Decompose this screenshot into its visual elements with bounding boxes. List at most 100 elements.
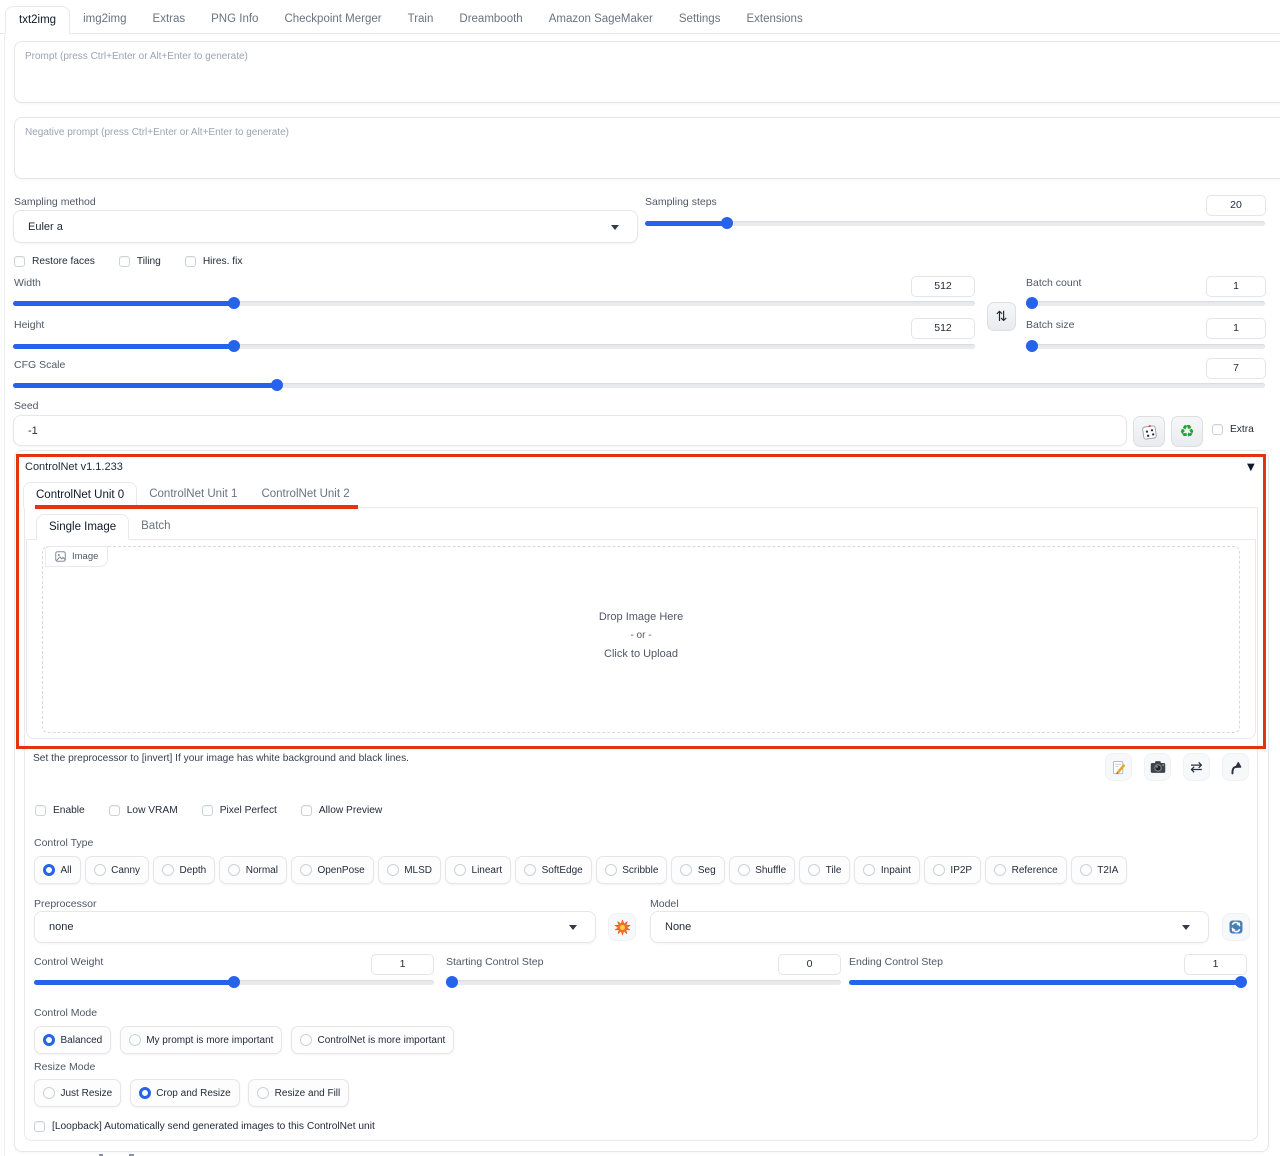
tab-img2img[interactable]: img2img xyxy=(83,13,127,25)
extra-seed-checkbox[interactable]: Extra xyxy=(1212,424,1254,435)
control-type-all[interactable]: All xyxy=(34,856,81,884)
accordion-collapse-icon[interactable]: ▼ xyxy=(1247,462,1255,473)
radio-reference[interactable] xyxy=(994,864,1007,876)
radio-balanced[interactable] xyxy=(43,1034,55,1046)
batch-count-input[interactable]: 1 xyxy=(1206,276,1266,297)
cfg-scale-input[interactable]: 7 xyxy=(1206,358,1266,379)
radio-normal[interactable] xyxy=(228,864,241,876)
seed-input[interactable]: -1 xyxy=(13,415,1127,446)
ending-control-step-input[interactable]: 1 xyxy=(1184,954,1247,975)
radio-shuffle[interactable] xyxy=(737,864,750,876)
random-seed-button[interactable] xyxy=(1133,416,1165,447)
tab-png-info[interactable]: PNG Info xyxy=(211,13,259,25)
resize-mode-crop-and-resize[interactable]: Crop and Resize xyxy=(129,1079,240,1107)
radio-mlsd[interactable] xyxy=(386,864,399,876)
hires-fix-checkbox[interactable]: Hires. fix xyxy=(184,255,242,267)
control-weight-slider[interactable] xyxy=(34,976,434,988)
tab-single-image[interactable]: Single Image xyxy=(36,514,130,540)
allow-preview-box[interactable] xyxy=(300,804,312,816)
sampling-steps-input[interactable]: 20 xyxy=(1206,195,1266,216)
control-type-seg[interactable]: Seg xyxy=(671,856,725,884)
height-input[interactable]: 512 xyxy=(911,318,975,339)
tab-extras[interactable]: Extras xyxy=(152,13,186,25)
tab-batch[interactable]: Batch xyxy=(141,520,171,532)
radio-softedge[interactable] xyxy=(524,864,537,876)
restore-faces-checkbox[interactable]: Restore faces xyxy=(14,255,95,267)
control-mode-controlnet-important[interactable]: ControlNet is more important xyxy=(290,1026,455,1054)
radio-just-resize[interactable] xyxy=(43,1087,55,1099)
webcam-button[interactable] xyxy=(1144,753,1171,781)
control-type-ip2p[interactable]: IP2P xyxy=(923,856,982,884)
swap-dimensions-button[interactable]: ⇅ xyxy=(987,302,1016,331)
dropzone-text[interactable]: Drop Image Here - or - Click to Upload xyxy=(42,608,1240,663)
control-type-reference[interactable]: Reference xyxy=(985,856,1067,884)
control-type-canny[interactable]: Canny xyxy=(84,856,150,884)
control-weight-input[interactable]: 1 xyxy=(371,954,434,975)
extra-seed-box[interactable] xyxy=(1212,424,1223,435)
enable-checkbox[interactable]: Enable xyxy=(35,804,85,816)
allow-preview-checkbox[interactable]: Allow Preview xyxy=(300,804,382,816)
control-type-inpaint[interactable]: Inpaint xyxy=(854,856,920,884)
control-type-t2ia[interactable]: T2IA xyxy=(1070,856,1128,884)
control-mode-balanced[interactable]: Balanced xyxy=(34,1026,112,1054)
radio-canny[interactable] xyxy=(93,864,106,876)
tab-txt2img[interactable]: txt2img xyxy=(5,6,71,34)
radio-openpose[interactable] xyxy=(299,864,312,876)
width-input[interactable]: 512 xyxy=(911,276,975,297)
control-type-scribble[interactable]: Scribble xyxy=(595,856,668,884)
run-preprocessor-button[interactable] xyxy=(608,913,636,941)
cfg-scale-slider[interactable] xyxy=(13,379,1265,391)
resize-mode-just-resize[interactable]: Just Resize xyxy=(34,1079,122,1107)
restore-faces-box[interactable] xyxy=(14,255,25,267)
pixel-perfect-box[interactable] xyxy=(201,804,213,816)
enable-box[interactable] xyxy=(35,804,46,816)
loopback-box[interactable] xyxy=(34,1121,45,1132)
control-type-mlsd[interactable]: MLSD xyxy=(377,856,442,884)
sampling-method-select[interactable]: Euler a xyxy=(13,210,638,243)
radio-tile[interactable] xyxy=(808,864,821,876)
width-slider[interactable] xyxy=(13,297,975,309)
tab-controlnet-unit-2[interactable]: ControlNet Unit 2 xyxy=(261,488,350,500)
tiling-checkbox[interactable]: Tiling xyxy=(118,255,161,267)
radio-lineart[interactable] xyxy=(454,864,467,876)
low-vram-checkbox[interactable]: Low VRAM xyxy=(108,804,178,816)
pixel-perfect-checkbox[interactable]: Pixel Perfect xyxy=(201,804,277,816)
hires-fix-box[interactable] xyxy=(184,255,196,267)
low-vram-box[interactable] xyxy=(108,804,120,816)
radio-prompt-important[interactable] xyxy=(128,1034,141,1046)
tiling-box[interactable] xyxy=(118,255,130,267)
tab-extensions[interactable]: Extensions xyxy=(746,13,803,25)
image-dropzone[interactable] xyxy=(42,546,1240,733)
ending-control-step-slider[interactable] xyxy=(849,976,1247,988)
batch-count-slider[interactable] xyxy=(1026,297,1265,309)
model-select[interactable]: None xyxy=(650,911,1209,943)
send-dimensions-button[interactable] xyxy=(1222,753,1249,781)
control-type-lineart[interactable]: Lineart xyxy=(445,856,512,884)
radio-seg[interactable] xyxy=(680,864,693,876)
control-type-normal[interactable]: Normal xyxy=(219,856,287,884)
batch-size-slider[interactable] xyxy=(1026,340,1265,352)
preprocessor-select[interactable]: none xyxy=(34,911,596,943)
loopback-checkbox[interactable]: [Loopback] Automatically send generated … xyxy=(34,1121,375,1132)
tab-controlnet-unit-1[interactable]: ControlNet Unit 1 xyxy=(149,488,238,500)
reuse-seed-button[interactable]: ♻ xyxy=(1171,416,1203,447)
control-type-depth[interactable]: Depth xyxy=(153,856,216,884)
radio-ip2p[interactable] xyxy=(932,864,945,876)
negative-prompt-input[interactable]: Negative prompt (press Ctrl+Enter or Alt… xyxy=(14,117,1280,179)
tab-amazon-sagemaker[interactable]: Amazon SageMaker xyxy=(548,13,653,25)
radio-crop-and-resize[interactable] xyxy=(138,1087,151,1099)
control-type-softedge[interactable]: SoftEdge xyxy=(515,856,592,884)
tab-checkpoint-merger[interactable]: Checkpoint Merger xyxy=(284,13,382,25)
radio-all[interactable] xyxy=(43,864,55,876)
radio-depth[interactable] xyxy=(162,864,175,876)
new-canvas-button[interactable] xyxy=(1105,753,1132,781)
radio-t2ia[interactable] xyxy=(1079,864,1092,876)
control-type-shuffle[interactable]: Shuffle xyxy=(728,856,796,884)
resize-mode-resize-and-fill[interactable]: Resize and Fill xyxy=(248,1079,350,1107)
height-slider[interactable] xyxy=(13,340,975,352)
radio-controlnet-important[interactable] xyxy=(299,1034,312,1046)
tab-train[interactable]: Train xyxy=(407,13,434,25)
mirror-webcam-button[interactable]: ⇄ xyxy=(1183,753,1210,781)
refresh-models-button[interactable] xyxy=(1222,913,1250,941)
radio-inpaint[interactable] xyxy=(863,864,876,876)
